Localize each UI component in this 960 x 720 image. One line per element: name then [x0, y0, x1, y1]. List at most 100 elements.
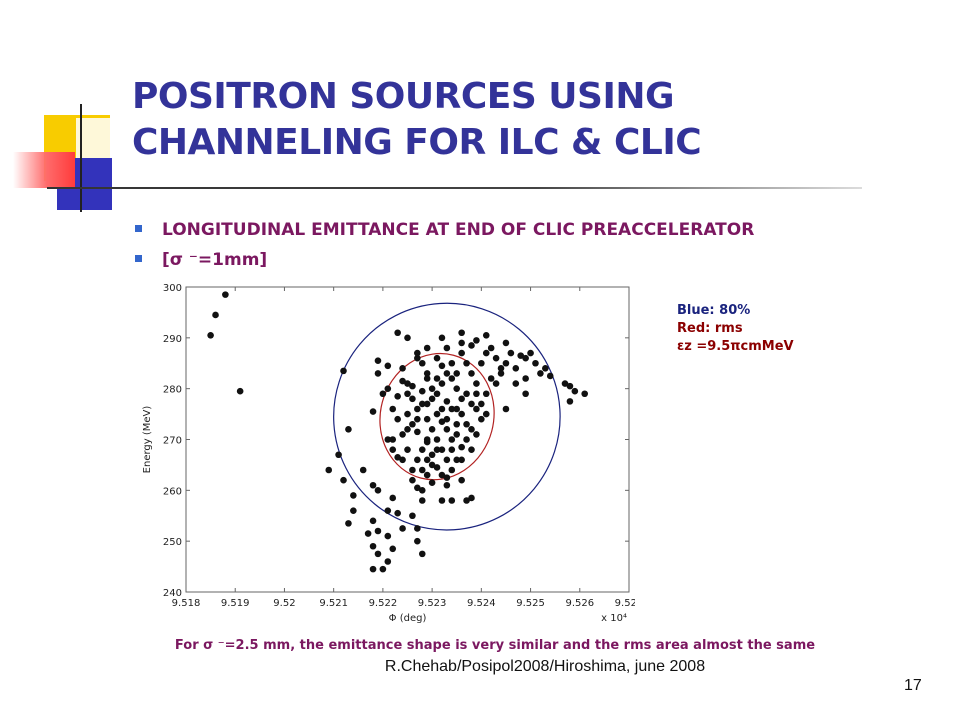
scatter-point: [438, 497, 446, 504]
scatter-point: [458, 443, 465, 451]
bullet-square-icon: [135, 224, 142, 232]
scatter-point: [482, 410, 490, 418]
scatter-point: [414, 537, 421, 545]
scatter-point: [423, 344, 431, 352]
scatter-point: [458, 476, 465, 484]
scatter-point: [384, 385, 392, 392]
scatter-point: [433, 436, 441, 443]
scatter-point: [458, 410, 465, 418]
scatter-point: [369, 565, 377, 573]
scatter-point: [418, 446, 426, 453]
bullet-square-icon: [135, 254, 142, 262]
scatter-point: [478, 415, 485, 423]
x-tick-label: 9.523: [418, 598, 447, 609]
scatter-point: [418, 550, 426, 558]
x-multiplier-label: x 10⁴: [601, 613, 627, 624]
scatter-point: [443, 370, 451, 377]
scatter-point: [409, 476, 416, 484]
scatter-point: [502, 359, 510, 367]
footer-citation: R.Chehab/Posipol2008/Hiroshima, june 200…: [384, 658, 706, 675]
scatter-point: [399, 365, 406, 372]
scatter-point: [448, 497, 456, 504]
scatter-point: [453, 385, 461, 392]
decor-vertical-line: [80, 104, 82, 212]
scatter-point: [414, 484, 421, 492]
y-tick-label: 280: [163, 385, 182, 396]
scatter-point: [409, 420, 416, 428]
title-underline: [47, 187, 862, 189]
scatter-point: [566, 398, 574, 405]
scatter-point: [379, 565, 387, 573]
x-tick-label: 9.525: [516, 598, 545, 609]
scatter-point: [236, 387, 244, 395]
scatter-point: [222, 291, 229, 298]
scatter-point: [448, 359, 456, 367]
scatter-point: [414, 456, 421, 464]
scatter-point: [463, 436, 470, 443]
scatter-point: [404, 334, 411, 342]
scatter-point: [433, 464, 441, 471]
scatter-point: [394, 453, 401, 461]
scatter-point: [428, 479, 436, 487]
scatter-point: [423, 456, 431, 464]
scatter-point: [423, 375, 431, 382]
scatter-point: [374, 550, 382, 558]
scatter-point: [428, 451, 436, 459]
scatter-point: [438, 471, 446, 479]
y-tick-label: 290: [163, 334, 182, 345]
scatter-point: [207, 331, 214, 339]
scatter-point: [512, 365, 520, 372]
scatter-point: [423, 438, 431, 446]
scatter-point: [369, 408, 377, 415]
scatter-point: [438, 380, 446, 387]
scatter-point: [374, 487, 382, 494]
scatter-point: [374, 527, 382, 535]
scatter-point: [428, 426, 436, 433]
scatter-point: [414, 525, 421, 532]
scatter-point: [418, 400, 426, 408]
scatter-point: [414, 428, 421, 436]
scatter-point: [423, 415, 431, 423]
scatter-point: [399, 525, 406, 532]
scatter-point: [463, 390, 470, 398]
x-tick-label: 9.526: [565, 598, 594, 609]
scatter-point: [497, 365, 505, 372]
scatter-point: [561, 380, 569, 387]
scatter-point: [448, 466, 456, 474]
y-tick-label: 240: [163, 588, 182, 599]
bullet-text-2: [σ ⁻=1mm]: [162, 250, 268, 270]
scatter-point: [468, 426, 475, 433]
scatter-point: [340, 367, 347, 375]
scatter-point: [428, 395, 436, 403]
scatter-point: [409, 512, 416, 520]
scatter-point: [482, 331, 490, 339]
scatter-point: [482, 390, 490, 398]
scatter-point: [502, 405, 510, 413]
scatter-point: [389, 494, 397, 502]
scatter-point: [414, 415, 421, 423]
scatter-point: [345, 520, 352, 527]
scatter-point: [542, 365, 549, 372]
scatter-point: [478, 359, 485, 367]
scatter-point: [522, 390, 529, 398]
scatter-point: [517, 352, 525, 359]
y-tick-label: 300: [163, 283, 182, 294]
scatter-point: [478, 400, 485, 408]
scatter-point: [492, 380, 500, 387]
legend-red: Red: rms: [677, 321, 743, 336]
scatter-point: [438, 418, 446, 426]
scatter-point: [458, 395, 465, 403]
emittance-scatter-plot: 9.518 9.519 9.52 9.521 9.522 9.523 9.524 9.525 9…: [135, 280, 635, 625]
scatter-point: [468, 494, 475, 502]
scatter-point: [532, 359, 539, 367]
scatter-point: [443, 456, 451, 464]
scatter-point: [448, 375, 456, 382]
scatter-point: [433, 446, 441, 453]
scatter-point: [448, 446, 456, 453]
scatter-point: [404, 446, 411, 453]
scatter-point: [438, 362, 446, 370]
scatter-point: [414, 405, 421, 413]
x-tick-label: 9.518: [172, 598, 201, 609]
scatter-point: [384, 507, 392, 514]
scatter-point: [522, 375, 529, 382]
